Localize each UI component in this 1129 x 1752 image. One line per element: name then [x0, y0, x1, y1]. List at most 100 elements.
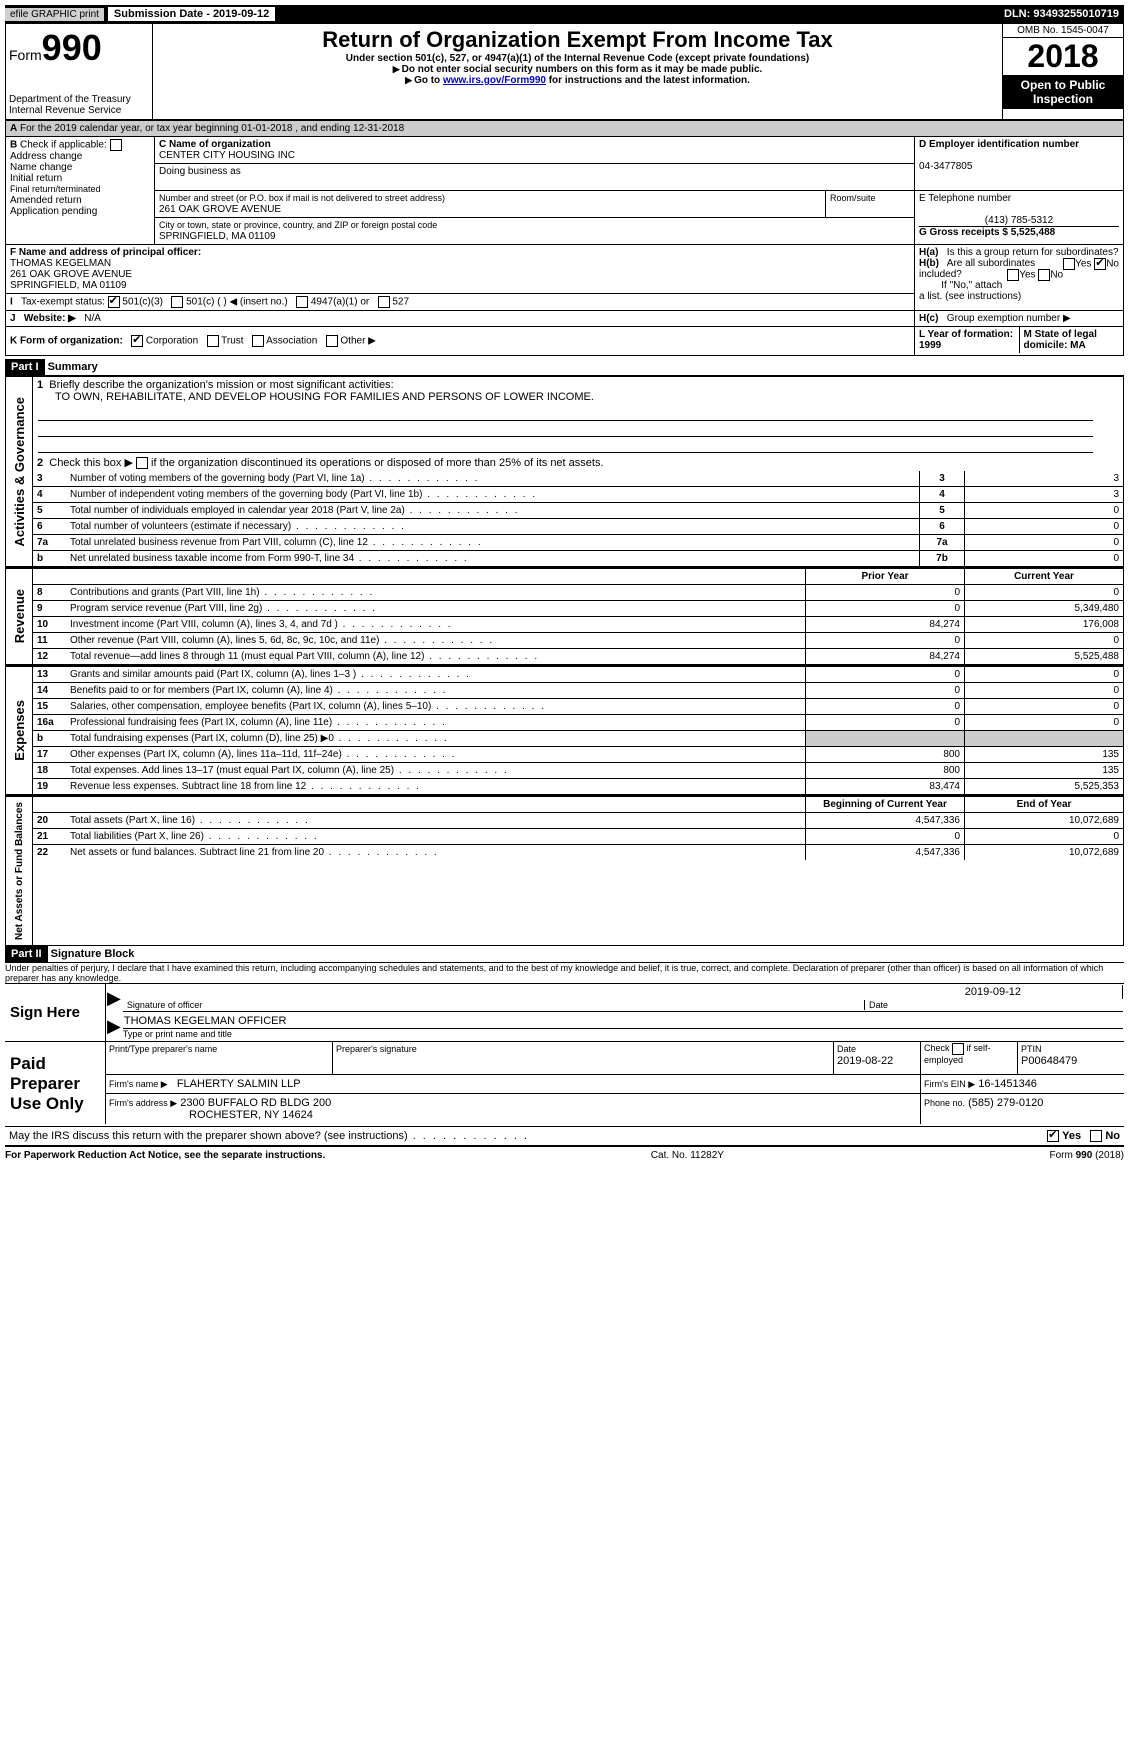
line-desc: Grants and similar amounts paid (Part IX… [66, 667, 805, 682]
footer-right: Form 990 (2018) [1050, 1150, 1124, 1161]
eoy-hdr: End of Year [964, 797, 1123, 812]
dept-label: Department of the Treasury [9, 94, 149, 105]
footer-left: For Paperwork Reduction Act Notice, see … [5, 1150, 325, 1161]
prior-val: 0 [805, 699, 964, 714]
prior-val: 4,547,336 [805, 813, 964, 828]
current-val [964, 731, 1123, 746]
sig-date-val: 2019-09-12 [124, 986, 1121, 998]
date-label: Date [864, 1000, 1119, 1010]
data-line-row: 18 Total expenses. Add lines 13–17 (must… [33, 763, 1123, 779]
line-desc: Total assets (Part X, line 16) [66, 813, 805, 828]
line-desc: Investment income (Part VIII, column (A)… [66, 617, 805, 632]
b-opt-4: Amended return [10, 195, 82, 206]
form-prefix: Form [9, 47, 42, 63]
i-527-cb[interactable] [378, 296, 390, 308]
line-num: 5 [33, 503, 66, 518]
org-name: CENTER CITY HOUSING INC [159, 150, 295, 161]
prep-sig-label: Preparer's signature [336, 1044, 417, 1054]
line-val: 3 [964, 487, 1123, 502]
data-line-row: 13 Grants and similar amounts paid (Part… [33, 667, 1123, 683]
tax-year: 2018 [1003, 38, 1123, 75]
checkbox-b[interactable] [110, 139, 122, 151]
data-line-row: 22 Net assets or fund balances. Subtract… [33, 845, 1123, 860]
i-label: Tax-exempt status: [21, 297, 105, 308]
line-box: 7a [919, 535, 964, 550]
self-emp-cb[interactable] [952, 1043, 964, 1055]
discuss-yes-cb[interactable] [1047, 1130, 1059, 1142]
line-desc: Total expenses. Add lines 13–17 (must eq… [66, 763, 805, 778]
k-o4: Other ▶ [340, 336, 375, 347]
k-trust-cb[interactable] [207, 335, 219, 347]
officer-addr2: SPRINGFIELD, MA 01109 [10, 280, 127, 291]
l1-desc: Briefly describe the organization's miss… [49, 379, 393, 391]
goto-post: for instructions and the latest informat… [546, 75, 750, 86]
prior-val: 0 [805, 683, 964, 698]
no-label: No [1105, 1130, 1120, 1142]
current-val: 5,525,488 [964, 649, 1123, 664]
line-num: b [33, 551, 66, 566]
gov-line-row: b Net unrelated business taxable income … [33, 551, 1123, 566]
line-num: 3 [33, 471, 66, 486]
discuss-no-cb[interactable] [1090, 1130, 1102, 1142]
line-box: 4 [919, 487, 964, 502]
current-val: 0 [964, 699, 1123, 714]
c-label: C Name of organization [159, 139, 271, 150]
i-501c3-cb[interactable] [108, 296, 120, 308]
line-num: 13 [33, 667, 66, 682]
line-num: 14 [33, 683, 66, 698]
i-501c-cb[interactable] [171, 296, 183, 308]
goto-pre: Go to [414, 75, 443, 86]
b-opt-0: Address change [10, 151, 82, 162]
form-title: Return of Organization Exempt From Incom… [156, 27, 999, 53]
ha-yes-cb[interactable] [1063, 258, 1075, 270]
k-corp-cb[interactable] [131, 335, 143, 347]
k-o2: Trust [221, 336, 243, 347]
irs-link[interactable]: www.irs.gov/Form990 [443, 75, 546, 86]
line-val: 0 [964, 519, 1123, 534]
hb2-label: If "No," attach a list. (see instruction… [919, 280, 1021, 302]
prior-val: 0 [805, 667, 964, 682]
line-num: 16a [33, 715, 66, 730]
line-desc: Benefits paid to or for members (Part IX… [66, 683, 805, 698]
line-box: 7b [919, 551, 964, 566]
street: 261 OAK GROVE AVENUE [159, 204, 281, 215]
prior-val: 4,547,336 [805, 845, 964, 860]
line-num: 12 [33, 649, 66, 664]
line-num: 22 [33, 845, 66, 860]
current-val: 0 [964, 633, 1123, 648]
ha-no-cb[interactable] [1094, 258, 1106, 270]
prior-val: 800 [805, 747, 964, 762]
hb-no-cb[interactable] [1038, 269, 1050, 281]
current-val: 0 [964, 585, 1123, 600]
line-desc: Total number of individuals employed in … [66, 503, 919, 518]
k-other-cb[interactable] [326, 335, 338, 347]
line-desc: Total number of volunteers (estimate if … [66, 519, 919, 534]
ssn-note: Do not enter social security numbers on … [156, 64, 999, 75]
line-num: 6 [33, 519, 66, 534]
form-subtitle: Under section 501(c), 527, or 4947(a)(1)… [156, 53, 999, 64]
line-num: 4 [33, 487, 66, 502]
expenses-section: Expenses 13 Grants and similar amounts p… [5, 665, 1124, 795]
prep-name-label: Print/Type preparer's name [109, 1044, 217, 1054]
line-num: 8 [33, 585, 66, 600]
k-assoc-cb[interactable] [252, 335, 264, 347]
line-a: For the 2019 calendar year, or tax year … [20, 123, 404, 134]
entity-info-block: A For the 2019 calendar year, or tax yea… [5, 120, 1124, 356]
line-num: 15 [33, 699, 66, 714]
line-desc: Other revenue (Part VIII, column (A), li… [66, 633, 805, 648]
f-label: F Name and address of principal officer: [10, 247, 201, 258]
i-o4: 527 [392, 297, 409, 308]
current-val: 135 [964, 747, 1123, 762]
paid-preparer-block: Paid Preparer Use Only Print/Type prepar… [5, 1041, 1124, 1126]
b-opt-2: Initial return [10, 173, 62, 184]
i-4947-cb[interactable] [296, 296, 308, 308]
hc-label: Group exemption number ▶ [947, 313, 1071, 324]
gov-line-row: 3 Number of voting members of the govern… [33, 471, 1123, 487]
l2-checkbox[interactable] [136, 457, 148, 469]
line-val: 0 [964, 535, 1123, 550]
line-desc: Salaries, other compensation, employee b… [66, 699, 805, 714]
hb-yes-cb[interactable] [1007, 269, 1019, 281]
gov-line-row: 5 Total number of individuals employed i… [33, 503, 1123, 519]
prior-val: 0 [805, 601, 964, 616]
current-val: 5,349,480 [964, 601, 1123, 616]
